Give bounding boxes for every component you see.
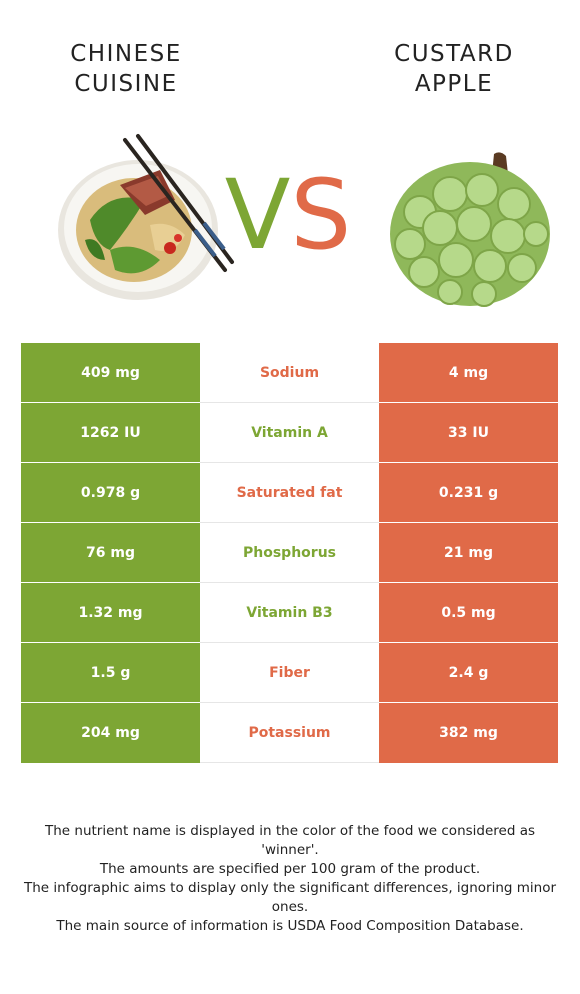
right-value-cell: 33 IU — [379, 402, 558, 463]
vs-v-letter: V — [224, 159, 291, 271]
custard-apple-image — [390, 152, 550, 307]
nutrient-name-cell: Potassium — [200, 702, 379, 763]
nutrient-name-cell: Sodium — [200, 343, 379, 403]
right-value-cell: 382 mg — [379, 702, 558, 763]
footnote: The amounts are specified per 100 gram o… — [99, 861, 481, 877]
right-value-cell: 2.4 g — [379, 642, 558, 703]
vs-label: VS — [218, 160, 358, 270]
left-food-title-line2: CUISINE — [74, 71, 178, 98]
right-value-cell: 4 mg — [379, 343, 558, 403]
right-value-cell: 21 mg — [379, 522, 558, 583]
footnote: The main source of information is USDA F… — [56, 918, 524, 934]
left-food-title: CHINESE CUISINE — [26, 39, 226, 99]
table-row: 204 mg Potassium 382 mg — [21, 702, 558, 763]
noodle-bowl-image — [58, 134, 234, 300]
left-value-cell: 1.5 g — [21, 642, 200, 703]
nutrient-name-cell: Saturated fat — [200, 462, 379, 523]
footnotes: The nutrient name is displayed in the co… — [20, 822, 560, 936]
right-food-title-line1: CUSTARD — [394, 41, 514, 68]
left-value-cell: 204 mg — [21, 702, 200, 763]
left-food-title-line1: CHINESE — [70, 41, 182, 68]
table-row: 1.32 mg Vitamin B3 0.5 mg — [21, 582, 558, 643]
nutrient-name-cell: Vitamin B3 — [200, 582, 379, 643]
nutrient-name-cell: Phosphorus — [200, 522, 379, 583]
right-food-title: CUSTARD APPLE — [354, 39, 554, 99]
table-row: 1262 IU Vitamin A 33 IU — [21, 402, 558, 463]
left-value-cell: 409 mg — [21, 343, 200, 403]
right-value-cell: 0.231 g — [379, 462, 558, 523]
nutrient-comparison-table: 409 mg Sodium 4 mg 1262 IU Vitamin A 33 IU 0.9… — [21, 343, 558, 763]
table-row: 1.5 g Fiber 2.4 g — [21, 642, 558, 703]
right-value-cell: 0.5 mg — [379, 582, 558, 643]
left-value-cell: 1.32 mg — [21, 582, 200, 643]
nutrient-name-cell: Vitamin A — [200, 402, 379, 463]
right-food-title-line2: APPLE — [414, 71, 494, 98]
footnote: The nutrient name is displayed in the co… — [44, 823, 536, 858]
nutrient-name-cell: Fiber — [200, 642, 379, 703]
left-value-cell: 0.978 g — [21, 462, 200, 523]
footnote: The infographic aims to display only the… — [23, 880, 557, 915]
vs-s-letter: S — [290, 159, 352, 271]
left-value-cell: 1262 IU — [21, 402, 200, 463]
left-value-cell: 76 mg — [21, 522, 200, 583]
table-row: 0.978 g Saturated fat 0.231 g — [21, 462, 558, 523]
table-row: 409 mg Sodium 4 mg — [21, 343, 558, 403]
table-row: 76 mg Phosphorus 21 mg — [21, 522, 558, 583]
